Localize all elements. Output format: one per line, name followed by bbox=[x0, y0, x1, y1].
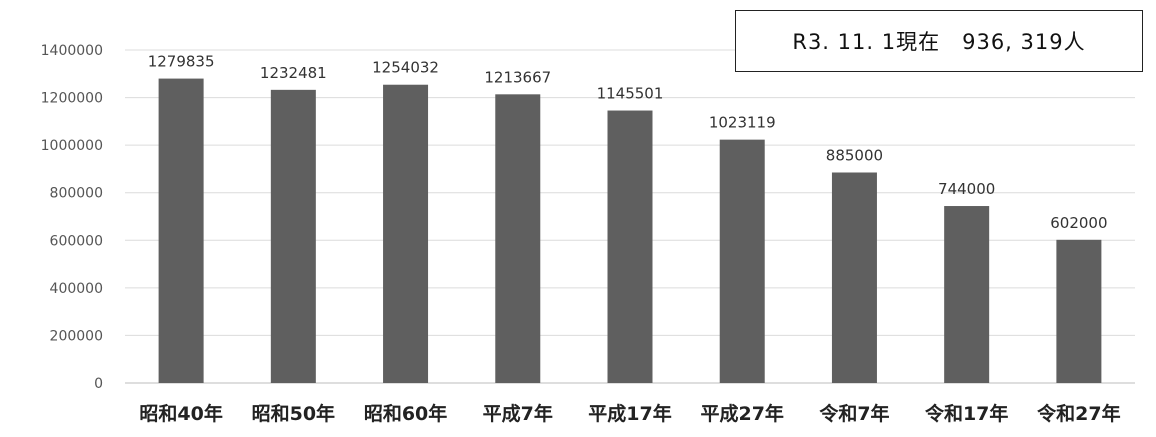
y-tick-label: 800000 bbox=[50, 186, 103, 202]
x-tick-label: 令和17年 bbox=[925, 402, 1008, 425]
data-label: 1279835 bbox=[148, 53, 215, 71]
x-tick-label: 昭和60年 bbox=[364, 402, 447, 425]
y-tick-label: 1400000 bbox=[41, 43, 103, 59]
bar bbox=[607, 110, 653, 383]
x-tick-label: 昭和50年 bbox=[252, 402, 335, 425]
bar bbox=[944, 206, 990, 383]
y-tick-label: 0 bbox=[94, 376, 103, 392]
bar bbox=[719, 139, 765, 383]
x-tick-label: 昭和40年 bbox=[139, 402, 222, 425]
x-tick-label: 令和7年 bbox=[819, 402, 889, 425]
data-label: 1023119 bbox=[709, 114, 776, 132]
data-label: 1145501 bbox=[597, 85, 664, 103]
y-tick-label: 200000 bbox=[50, 328, 103, 344]
bar bbox=[270, 89, 316, 384]
data-label: 1232481 bbox=[260, 64, 327, 82]
x-tick-label: 平成7年 bbox=[483, 402, 553, 425]
x-tick-label: 平成27年 bbox=[700, 402, 783, 425]
data-label: 744000 bbox=[938, 180, 995, 198]
data-label: 1213667 bbox=[484, 68, 551, 86]
bar bbox=[831, 172, 877, 383]
data-label: 885000 bbox=[826, 146, 883, 164]
bar bbox=[1056, 239, 1102, 383]
x-tick-label: 平成17年 bbox=[588, 402, 671, 425]
y-tick-label: 600000 bbox=[50, 233, 103, 249]
y-tick-label: 1000000 bbox=[41, 138, 103, 154]
annotation-box: R3. 11. 1現在 936, 319人 bbox=[735, 10, 1143, 72]
y-tick-label: 1200000 bbox=[41, 91, 103, 107]
x-tick-label: 令和27年 bbox=[1037, 402, 1120, 425]
data-label: 1254032 bbox=[372, 59, 439, 77]
bar bbox=[495, 94, 541, 384]
bar bbox=[158, 78, 204, 384]
data-label: 602000 bbox=[1050, 214, 1107, 232]
bar bbox=[383, 84, 429, 383]
annotation-text: R3. 11. 1現在 936, 319人 bbox=[792, 30, 1086, 54]
y-tick-label: 400000 bbox=[50, 281, 103, 297]
